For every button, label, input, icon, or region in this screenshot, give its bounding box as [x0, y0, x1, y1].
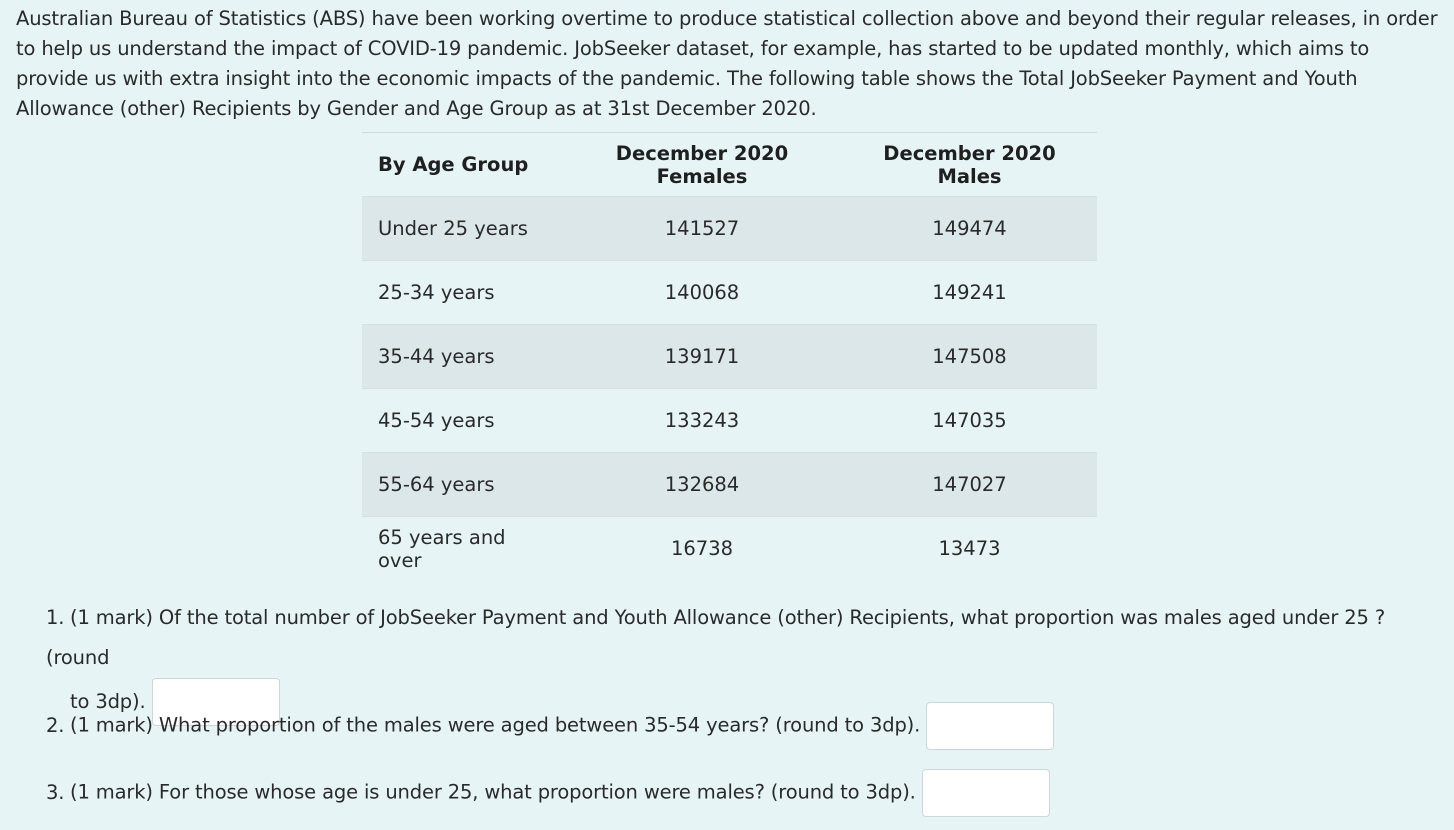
males-cell: 149474: [932, 217, 1007, 240]
question-text: (1 mark) What proportion of the males we…: [70, 713, 921, 737]
age-cell: 55-64 years: [378, 473, 495, 496]
answer-input-1[interactable]: [151, 678, 280, 726]
females-cell: 16738: [670, 537, 734, 561]
males-cell: 147035: [932, 409, 1007, 432]
females-cell: 140068: [664, 281, 740, 304]
recipients-table-container: By Age Group December 2020 Females Decem…: [362, 132, 1097, 581]
question-number: 1.: [46, 606, 65, 629]
table-row: Under 25 years 141527 149474: [362, 196, 1097, 261]
age-cell: 65 years and over: [378, 525, 506, 572]
age-cell: Under 25 years: [378, 217, 528, 240]
males-cell: 13473: [938, 537, 1001, 561]
age-cell: 35-44 years: [378, 345, 495, 368]
males-cell: 147027: [932, 473, 1007, 496]
intro-paragraph: Australian Bureau of Statistics (ABS) ha…: [16, 7, 1438, 120]
question-2: 2. (1 mark) What proportion of the males …: [46, 702, 1446, 750]
question-text: (1 mark) For those whose age is under 25…: [70, 780, 916, 804]
table-row: 45-54 years 133243 147035: [362, 388, 1097, 453]
females-cell: 139171: [664, 345, 740, 368]
table-header-row: By Age Group December 2020 Females Decem…: [362, 132, 1097, 197]
header-males: December 2020 Males: [842, 132, 1097, 197]
table-row: 25-34 years 140068 149241: [362, 260, 1097, 325]
question-number: 2.: [46, 713, 65, 737]
header-females: December 2020 Females: [562, 132, 842, 197]
table-row: 55-64 years 132684 147027: [362, 452, 1097, 517]
question-text: (1 mark) Of the total number of JobSeeke…: [46, 606, 1386, 669]
table-row: 65 years and over 16738 13473: [362, 516, 1097, 581]
females-cell: 132684: [664, 473, 740, 496]
table-row: 35-44 years 139171 147508: [362, 324, 1097, 389]
males-cell: 147508: [932, 345, 1007, 368]
answer-input-2[interactable]: [926, 702, 1055, 750]
question-text-continued: to 3dp).: [70, 689, 146, 713]
age-cell: 45-54 years: [378, 409, 495, 432]
females-cell: 141527: [664, 217, 740, 240]
answer-input-3[interactable]: [921, 769, 1050, 817]
question-number: 3.: [46, 780, 65, 804]
females-cell: 133243: [664, 409, 740, 432]
males-cell: 149241: [932, 281, 1007, 304]
question-1: 1. (1 mark) Of the total number of JobSee…: [46, 598, 1446, 726]
header-age-group: By Age Group: [362, 132, 562, 197]
age-cell: 25-34 years: [378, 281, 495, 304]
recipients-table: By Age Group December 2020 Females Decem…: [362, 132, 1097, 581]
question-3: 3. (1 mark) For those whose age is under …: [46, 769, 1446, 817]
